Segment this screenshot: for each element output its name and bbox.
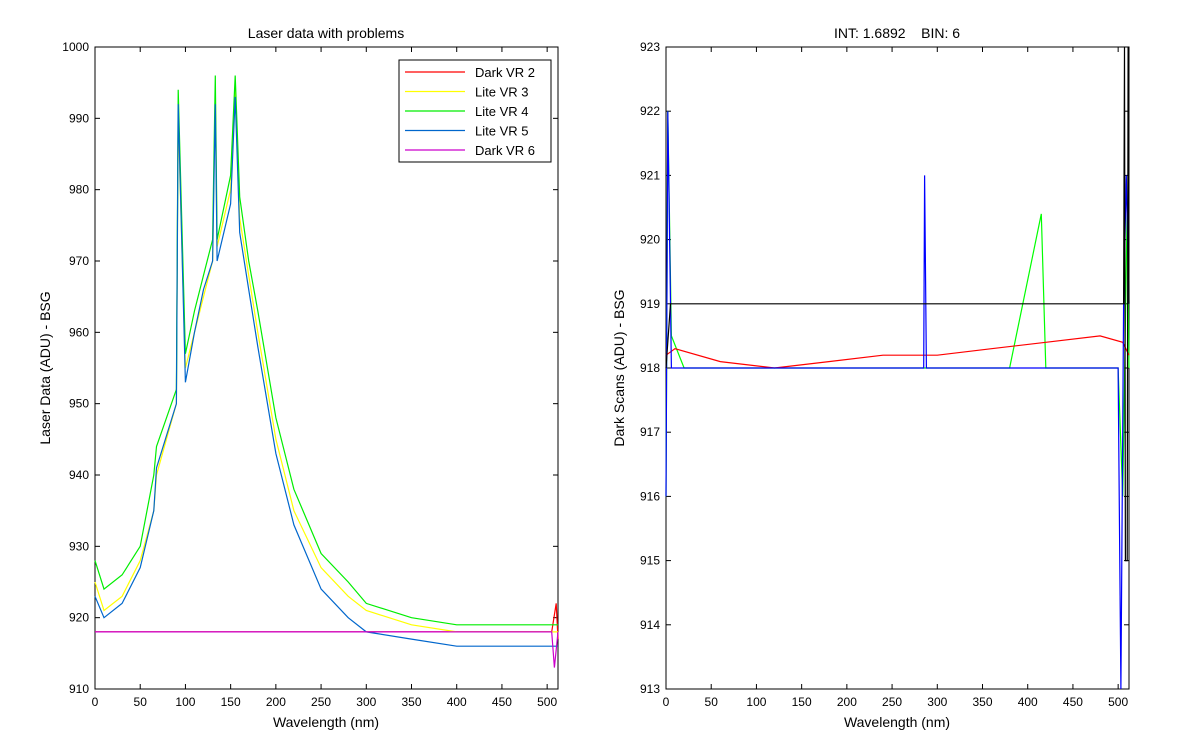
right-x-axis-label: Wavelength (nm): [844, 714, 950, 730]
left-y-tick-label: 970: [69, 254, 89, 268]
legend: Dark VR 2 Lite VR 3 Lite VR 4 Lite VR 5 Dark…: [398, 59, 552, 163]
right-y-tick-label: 916: [640, 489, 660, 503]
right-y-tick-label: 919: [640, 297, 660, 311]
right-x-tick-label: 300: [927, 695, 947, 709]
right-x-tick-label: 450: [1063, 695, 1083, 709]
left-x-tick-label: 100: [175, 695, 195, 709]
left-y-tick-label: 920: [69, 611, 89, 625]
left-y-tick-label: 910: [69, 682, 89, 696]
right-chart: INT: 1.6892 BIN: 6 0 50 100 150 200 250 300 350…: [611, 25, 1130, 730]
right-y-tick-label: 921: [640, 168, 660, 182]
left-x-axis-label: Wavelength (nm): [273, 714, 379, 730]
legend-label: Lite VR 5: [475, 124, 528, 139]
right-y-ticks: 913 914 915 916 917 918 919 920 921 922 923: [640, 40, 1129, 696]
left-chart: Laser data with problems 0 50 100 150 200 250…: [37, 25, 559, 730]
left-y-tick-label: 930: [69, 539, 89, 553]
right-x-tick-label: 400: [1018, 695, 1038, 709]
left-x-ticks: 0 50 100 150 200 250 300 350 400 450 500: [92, 47, 557, 709]
left-x-tick-label: 300: [356, 695, 376, 709]
left-x-tick-label: 150: [221, 695, 241, 709]
left-series-line-5: [95, 631, 559, 668]
left-y-tick-label: 1000: [62, 40, 89, 54]
right-y-tick-label: 913: [640, 682, 660, 696]
left-x-tick-label: 200: [266, 695, 286, 709]
legend-label: Dark VR 2: [475, 65, 535, 80]
right-y-tick-label: 914: [640, 618, 660, 632]
right-series-line-4: [665, 46, 1130, 562]
right-x-tick-label: 50: [705, 695, 719, 709]
legend-label: Lite VR 3: [475, 85, 528, 100]
left-y-tick-label: 990: [69, 111, 89, 125]
legend-label: Lite VR 4: [475, 104, 528, 119]
left-series-line-4: [94, 96, 558, 647]
right-y-tick-label: 917: [640, 425, 660, 439]
legend-label: Dark VR 6: [475, 143, 535, 158]
left-y-axis-label: Laser Data (ADU) - BSG: [37, 291, 53, 444]
left-x-tick-label: 350: [401, 695, 421, 709]
left-series-lines: [94, 75, 559, 668]
right-x-tick-label: 250: [882, 695, 902, 709]
left-x-tick-label: 500: [537, 695, 557, 709]
right-y-axis-label: Dark Scans (ADU) - BSG: [611, 289, 627, 446]
right-series-lines: [665, 46, 1130, 690]
left-x-tick-label: 400: [447, 695, 467, 709]
right-x-tick-label: 500: [1108, 695, 1128, 709]
right-x-tick-label: 350: [972, 695, 992, 709]
right-series-line-3: [665, 111, 1130, 690]
right-y-tick-label: 920: [640, 233, 660, 247]
left-x-tick-label: 450: [492, 695, 512, 709]
right-x-ticks: 0 50 100 150 200 250 300 350 400 450 500: [663, 47, 1128, 709]
right-y-tick-label: 923: [640, 40, 660, 54]
left-y-tick-label: 950: [69, 397, 89, 411]
right-y-tick-label: 915: [640, 554, 660, 568]
left-x-tick-label: 50: [134, 695, 148, 709]
left-y-ticks: 910 920 930 940 950 960 970 980 990 1000: [62, 40, 558, 696]
right-series-line-2: [665, 335, 1130, 369]
right-chart-title: INT: 1.6892 BIN: 6: [834, 25, 960, 41]
left-x-tick-label: 0: [92, 695, 99, 709]
left-x-tick-label: 250: [311, 695, 331, 709]
left-series-line-3: [94, 75, 558, 626]
left-chart-title: Laser data with problems: [248, 25, 404, 41]
right-x-tick-label: 200: [837, 695, 857, 709]
right-x-tick-label: 0: [663, 695, 670, 709]
right-y-tick-label: 922: [640, 104, 660, 118]
left-y-tick-label: 940: [69, 468, 89, 482]
right-y-tick-label: 918: [640, 361, 660, 375]
left-y-tick-label: 980: [69, 183, 89, 197]
right-x-tick-label: 100: [746, 695, 766, 709]
left-y-tick-label: 960: [69, 325, 89, 339]
right-x-tick-label: 150: [792, 695, 812, 709]
